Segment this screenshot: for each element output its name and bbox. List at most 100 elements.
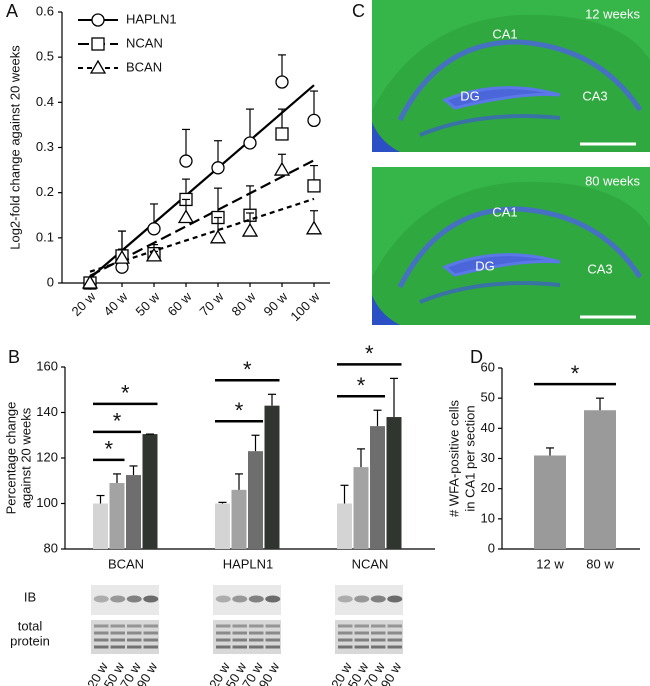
bar: [584, 410, 616, 549]
error-bar: [596, 397, 604, 411]
trend-line: [89, 84, 315, 279]
bar: [126, 475, 141, 549]
bar: [370, 426, 385, 549]
protein-band: [143, 638, 158, 642]
ib-band: [126, 595, 142, 603]
protein-band: [216, 638, 231, 642]
protein-band: [265, 645, 280, 649]
error-bar: [546, 447, 554, 456]
bar: [93, 503, 108, 549]
error-bar: [235, 473, 243, 490]
protein-band: [110, 645, 125, 649]
protein-band: [143, 631, 158, 635]
marker: [89, 59, 107, 74]
x-tick-label: BCAN: [108, 556, 144, 571]
y-axis-label: Log2-fold change against 20 weeks: [7, 45, 22, 250]
marker: [113, 249, 131, 264]
significance-mark: *: [113, 409, 122, 434]
y-tick-label: 0.3: [36, 139, 54, 154]
protein-band: [143, 624, 158, 628]
ventricle: [372, 122, 400, 152]
marker: [273, 161, 291, 176]
y-axis-label: Percentage change: [3, 402, 18, 515]
protein-band: [249, 624, 264, 628]
ib-band: [387, 595, 403, 603]
protein-band: [249, 631, 264, 635]
tissue-dark: [372, 14, 650, 152]
x-tick-label: 80 w: [229, 289, 259, 319]
bar: [264, 405, 280, 549]
region-label: DG: [460, 88, 480, 103]
protein-band: [94, 645, 109, 649]
ib-band: [232, 595, 248, 603]
cell-layer: [397, 206, 643, 289]
y-tick-label: 20: [481, 480, 495, 495]
protein-band: [338, 624, 353, 628]
y-tick-label: 80: [44, 540, 58, 555]
y-tick-label: 0.4: [36, 94, 54, 109]
protein-band: [232, 645, 247, 649]
y-tick-label: 0.1: [36, 229, 54, 244]
y-tick-label: 0: [47, 274, 54, 289]
protein-band: [249, 638, 264, 642]
legend-label: NCAN: [126, 35, 163, 50]
protein-band: [127, 624, 142, 628]
marker: [177, 209, 195, 224]
error-bar: [340, 484, 349, 504]
x-tick-label: 50 w: [133, 289, 163, 319]
y-tick-label: 0.2: [36, 184, 54, 199]
protein-band: [387, 631, 402, 635]
dentate-gyrus-lower: [419, 114, 561, 137]
protein-band: [110, 631, 125, 635]
y-tick-label: 0: [488, 540, 495, 555]
significance-mark: *: [235, 398, 244, 423]
significance-mark: *: [357, 373, 366, 398]
y-tick-label: 160: [36, 358, 58, 373]
protein-band: [249, 645, 264, 649]
ib-band: [93, 595, 109, 603]
ib-band: [265, 595, 281, 603]
protein-band: [110, 624, 125, 628]
protein-band: [387, 645, 402, 649]
protein-band: [232, 638, 247, 642]
error-bar: [113, 473, 121, 484]
error-bar: [129, 465, 138, 476]
ib-band: [143, 595, 159, 603]
x-tick-label: NCAN: [352, 556, 389, 571]
protein-band: [354, 624, 369, 628]
bar: [248, 451, 263, 549]
y-tick-label: 0.5: [36, 49, 54, 64]
marker: [307, 113, 321, 128]
marker: [275, 127, 289, 141]
x-tick-label: 20 w: [69, 289, 99, 319]
protein-band: [387, 638, 402, 642]
region-label: CA1: [492, 26, 517, 41]
x-tick-label: 40 w: [101, 289, 131, 319]
protein-band: [143, 645, 158, 649]
marker: [241, 222, 259, 237]
x-tick-label: 12 w: [536, 556, 564, 571]
protein-band: [371, 645, 386, 649]
protein-band: [232, 631, 247, 635]
y-tick-label: 0.6: [36, 3, 54, 18]
error-bar: [96, 494, 105, 504]
ib-band: [248, 595, 264, 603]
protein-band: [216, 645, 231, 649]
protein-band: [371, 631, 386, 635]
error-bar: [390, 377, 398, 418]
ib-band: [354, 595, 370, 603]
marker: [209, 229, 227, 244]
x-tick-label: HAPLN1: [223, 556, 274, 571]
y-tick-label: 50: [481, 390, 495, 405]
bar: [353, 467, 369, 549]
y-axis-label: in CA1 per section: [462, 405, 477, 511]
significance-mark: *: [365, 341, 374, 366]
protein-band: [127, 645, 142, 649]
panel-letter: D: [470, 347, 483, 367]
marker: [91, 13, 105, 27]
protein-band: [387, 624, 402, 628]
marker: [275, 75, 289, 89]
error-bar: [268, 393, 276, 406]
bar: [386, 417, 402, 549]
